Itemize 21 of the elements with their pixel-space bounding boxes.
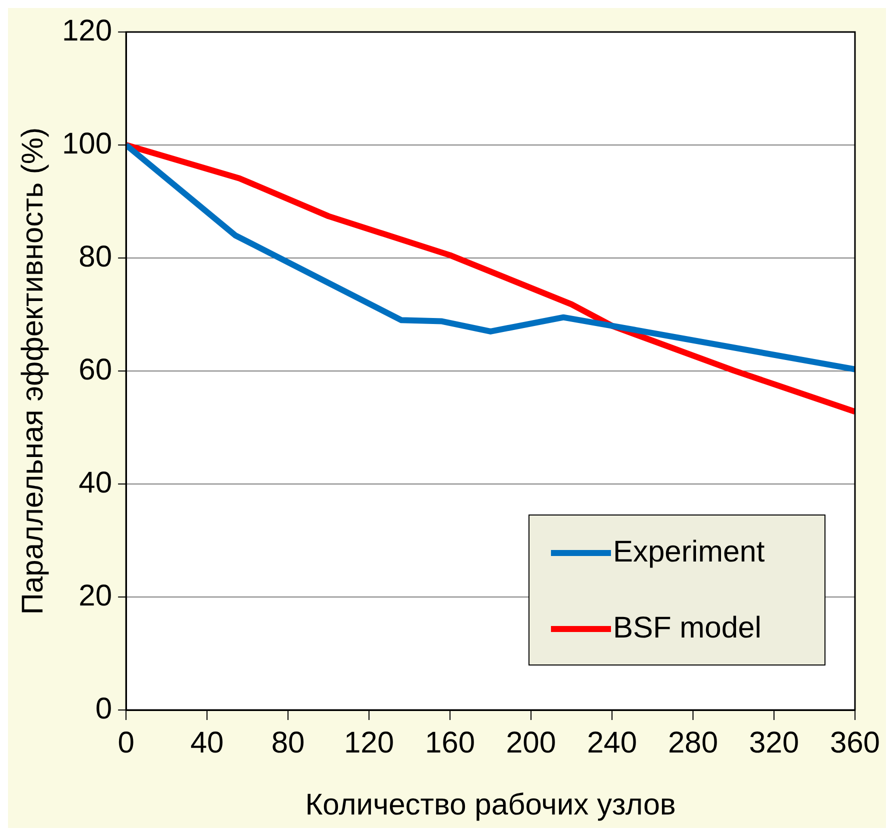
- legend-label: Experiment: [612, 535, 766, 568]
- x-tick-label: 360: [830, 726, 880, 760]
- y-tick-label: 100: [62, 127, 112, 160]
- x-tick-label: 120: [344, 726, 394, 760]
- x-tick-label: 0: [118, 726, 134, 760]
- x-tick-label: 320: [748, 726, 800, 760]
- y-axis-title: Параллельная эффективность (%): [16, 127, 50, 615]
- y-tick-label: 60: [78, 353, 112, 386]
- y-tick-label: 120: [62, 14, 112, 48]
- legend-label: BSF model: [612, 611, 762, 644]
- y-tick-label: 0: [95, 692, 112, 726]
- y-tick-label: 20: [78, 579, 112, 612]
- y-tick-label: 40: [78, 466, 112, 500]
- x-tick-label: 280: [668, 726, 718, 760]
- x-tick-label: 200: [506, 726, 556, 760]
- x-tick-label: 240: [586, 726, 638, 760]
- x-axis-title: Количество рабочих узлов: [305, 788, 676, 822]
- x-tick-label: 40: [190, 726, 224, 760]
- x-tick-label: 80: [271, 726, 305, 760]
- y-tick-label: 80: [78, 240, 112, 274]
- x-tick-label: 160: [424, 726, 476, 760]
